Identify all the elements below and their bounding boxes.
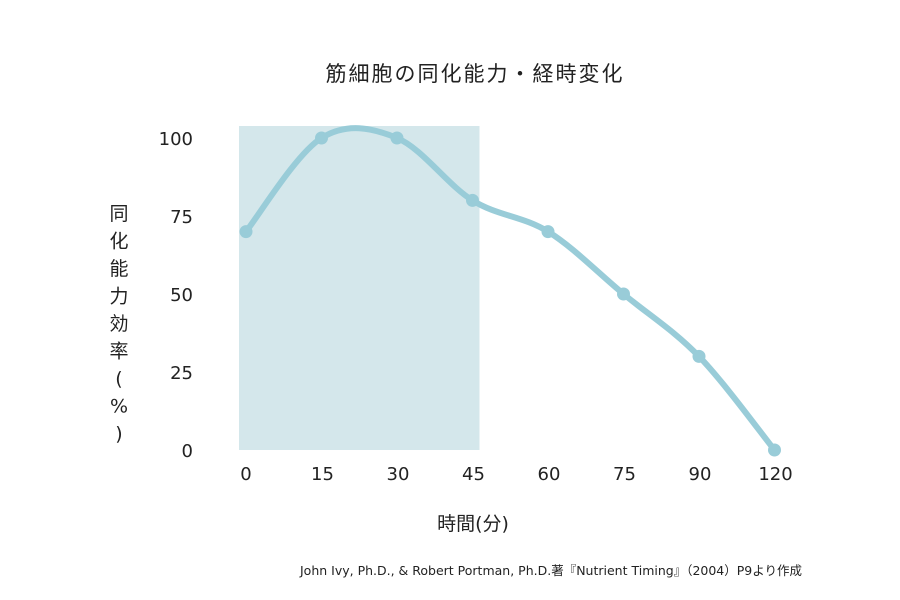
data-point	[768, 443, 781, 457]
y-tick-label: 75	[170, 207, 193, 228]
y-axis-label: 同化能力効率(%)	[109, 203, 128, 445]
x-tick-label: 90	[689, 464, 712, 485]
data-point	[315, 131, 328, 145]
y-tick-label: 50	[170, 285, 193, 306]
x-tick-label: 30	[387, 464, 410, 485]
source-note: John Ivy, Ph.D., & Robert Portman, Ph.D.…	[299, 563, 802, 578]
x-tick-label: 120	[758, 464, 792, 485]
x-tick-label: 45	[462, 464, 485, 485]
x-tick-label: 15	[311, 464, 334, 485]
x-tick-label: 75	[613, 464, 636, 485]
chart-title: 筋細胞の同化能力・経時変化	[326, 62, 625, 86]
y-tick-label: 25	[170, 363, 193, 384]
data-point	[617, 287, 630, 301]
data-point	[390, 131, 404, 145]
x-tick-label: 0	[240, 464, 251, 485]
data-points	[239, 131, 781, 457]
data-point	[239, 225, 253, 239]
x-axis-ticks: 0 15 30 45 60 75 90 120	[240, 464, 792, 485]
y-tick-label: 0	[182, 441, 193, 462]
data-point	[692, 349, 706, 363]
x-tick-label: 60	[538, 464, 561, 485]
data-point	[466, 193, 479, 207]
data-point	[541, 225, 555, 239]
x-axis-label: 時間(分)	[437, 513, 509, 535]
y-tick-label: 100	[159, 129, 193, 150]
y-axis-ticks: 100 75 50 25 0	[159, 129, 193, 462]
